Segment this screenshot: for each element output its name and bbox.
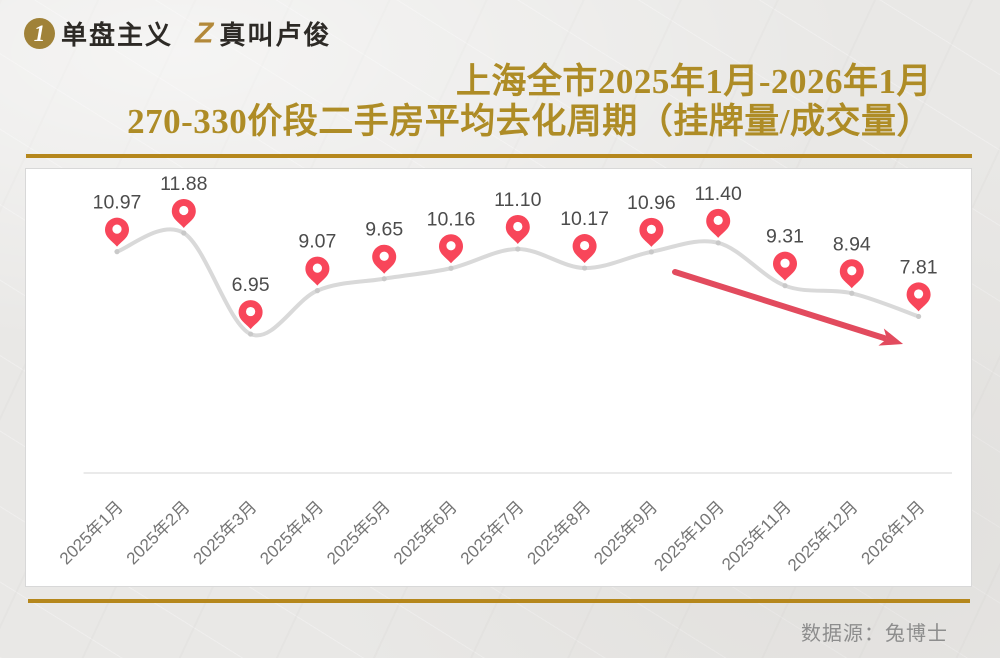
- value-label: 8.94: [833, 233, 871, 255]
- value-label: 10.97: [93, 192, 142, 214]
- divider-top: [26, 154, 972, 158]
- value-label: 9.65: [365, 219, 403, 241]
- map-pin-hole: [446, 241, 456, 251]
- map-pin-hole: [847, 266, 857, 276]
- value-label: 7.81: [900, 256, 938, 278]
- brand-circle-1-glyph: 1: [33, 21, 46, 46]
- deinventory-cycle-line-chart: 10.97 2025年1月 11.88 2025年2月 6.95 2025年3月 9.07 2…: [56, 173, 952, 575]
- map-pin-hole: [513, 221, 523, 232]
- data-point-dot: [582, 265, 588, 271]
- chart-title-line2: 270-330价段二手房平均去化周期（挂牌量/成交量）: [127, 102, 932, 141]
- brand-circle-1-icon: 1: [24, 18, 55, 49]
- brand-zhenjiaolujun: Z 真叫卢俊: [173, 15, 331, 52]
- map-pin-hole: [646, 224, 657, 234]
- x-axis-label: 2026年1月: [858, 497, 929, 568]
- value-label: 10.17: [560, 208, 609, 230]
- brand-z-icon: Z: [195, 17, 214, 49]
- downward-trend-arrow: [672, 269, 904, 346]
- data-point-dot: [916, 313, 922, 320]
- x-axis-label: 2025年2月: [123, 497, 194, 568]
- x-axis-label: 2025年5月: [323, 497, 394, 568]
- x-axis-label: 2025年11月: [718, 497, 795, 574]
- data-point-dot: [181, 230, 187, 236]
- x-axis-label: 2025年8月: [524, 497, 595, 568]
- map-pin-hole: [379, 251, 389, 261]
- data-point-dot: [448, 265, 454, 271]
- x-axis-label: 2025年12月: [784, 497, 862, 575]
- x-axis-label: 2025年3月: [190, 497, 261, 568]
- divider-bottom: [28, 599, 970, 603]
- brand-row: 1 单盘主义 Z 真叫卢俊: [24, 15, 331, 52]
- data-point-dot: [715, 240, 721, 246]
- map-pin-hole: [914, 289, 924, 299]
- value-label: 10.96: [627, 192, 676, 214]
- value-label: 11.88: [160, 173, 207, 195]
- map-pin-hole: [312, 263, 322, 273]
- value-label: 10.16: [427, 208, 476, 230]
- data-point-dot: [314, 288, 320, 294]
- x-axis-label: 2025年9月: [590, 497, 661, 568]
- data-source-label: 数据源：兔博士: [801, 623, 948, 645]
- x-axis-label: 2025年7月: [457, 497, 528, 568]
- data-point-dot: [515, 246, 521, 252]
- map-pin-hole: [246, 306, 256, 317]
- chart-card: 10.97 2025年1月 11.88 2025年2月 6.95 2025年3月 9.07 2…: [25, 168, 972, 587]
- data-point-dot: [849, 290, 855, 296]
- map-pin-hole: [179, 205, 189, 216]
- chart-title: 上海全市2025年1月-2026年1月 270-330价段二手房平均去化周期（挂…: [40, 62, 932, 142]
- chart-title-line1: 上海全市2025年1月-2026年1月: [455, 62, 932, 101]
- x-axis-label: 2025年10月: [650, 497, 728, 575]
- data-point-dot: [114, 249, 120, 255]
- x-axis-label: 2025年1月: [56, 497, 127, 568]
- value-label: 11.10: [494, 189, 542, 211]
- data-point-dot: [381, 276, 387, 282]
- data-point-dot: [782, 283, 788, 289]
- map-pin-hole: [112, 224, 122, 234]
- value-label: 9.31: [766, 226, 804, 248]
- x-axis-label: 2025年6月: [390, 497, 461, 568]
- x-axis-label: 2025年4月: [256, 497, 327, 568]
- map-pin-hole: [713, 215, 723, 225]
- brand-1-name: 单盘主义: [61, 20, 174, 50]
- brand-danpanzhuyi: 1 单盘主义: [24, 15, 173, 52]
- data-point-dot: [648, 249, 655, 255]
- data-point-dot: [248, 331, 254, 337]
- value-label: 11.40: [695, 183, 743, 205]
- map-pin-hole: [780, 258, 790, 268]
- value-label: 9.07: [298, 231, 336, 253]
- map-pin-hole: [580, 240, 590, 251]
- brand-2-name: 真叫卢俊: [219, 20, 332, 50]
- value-label: 6.95: [232, 274, 270, 296]
